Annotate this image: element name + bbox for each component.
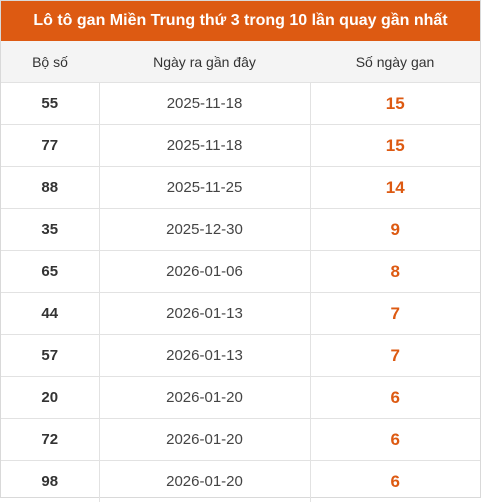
cell-date: 2026-01-06 bbox=[99, 251, 310, 293]
cell-date: 2025-11-18 bbox=[99, 83, 310, 125]
cell-days: 7 bbox=[310, 293, 480, 335]
cell-days: 6 bbox=[310, 377, 480, 419]
table-row: 35 2025-12-30 9 bbox=[1, 209, 480, 251]
cell-days: 14 bbox=[310, 167, 480, 209]
table-row: 72 2026-01-20 6 bbox=[1, 419, 480, 461]
cell-days: 15 bbox=[310, 125, 480, 167]
table-row: 20 2026-01-20 6 bbox=[1, 377, 480, 419]
cell-number: 88 bbox=[1, 167, 99, 209]
lotto-gan-table: Bộ số Ngày ra gần đây Số ngày gan 55 202… bbox=[1, 41, 480, 502]
cell-date: 2026-01-20 bbox=[99, 461, 310, 502]
table-row: 88 2025-11-25 14 bbox=[1, 167, 480, 209]
cell-date: 2025-12-30 bbox=[99, 209, 310, 251]
cell-number: 57 bbox=[1, 335, 99, 377]
cell-date: 2025-11-18 bbox=[99, 125, 310, 167]
header-days: Số ngày gan bbox=[310, 41, 480, 83]
cell-date: 2025-11-25 bbox=[99, 167, 310, 209]
table-row: 65 2026-01-06 8 bbox=[1, 251, 480, 293]
cell-number: 35 bbox=[1, 209, 99, 251]
cell-date: 2026-01-13 bbox=[99, 335, 310, 377]
cell-number: 55 bbox=[1, 83, 99, 125]
cell-days: 6 bbox=[310, 419, 480, 461]
cell-number: 77 bbox=[1, 125, 99, 167]
table-row: 55 2025-11-18 15 bbox=[1, 83, 480, 125]
cell-number: 44 bbox=[1, 293, 99, 335]
header-date: Ngày ra gần đây bbox=[99, 41, 310, 83]
cell-number: 72 bbox=[1, 419, 99, 461]
header-number: Bộ số bbox=[1, 41, 99, 83]
cell-date: 2026-01-20 bbox=[99, 377, 310, 419]
cell-number: 20 bbox=[1, 377, 99, 419]
cell-number: 65 bbox=[1, 251, 99, 293]
table-row: 98 2026-01-20 6 bbox=[1, 461, 480, 502]
cell-days: 7 bbox=[310, 335, 480, 377]
table-header-row: Bộ số Ngày ra gần đây Số ngày gan bbox=[1, 41, 480, 83]
table-row: 77 2025-11-18 15 bbox=[1, 125, 480, 167]
cell-days: 6 bbox=[310, 461, 480, 502]
table-row: 57 2026-01-13 7 bbox=[1, 335, 480, 377]
cell-days: 15 bbox=[310, 83, 480, 125]
cell-number: 98 bbox=[1, 461, 99, 502]
table-row: 44 2026-01-13 7 bbox=[1, 293, 480, 335]
cell-date: 2026-01-13 bbox=[99, 293, 310, 335]
cell-days: 9 bbox=[310, 209, 480, 251]
cell-days: 8 bbox=[310, 251, 480, 293]
table-title: Lô tô gan Miền Trung thứ 3 trong 10 lần … bbox=[1, 1, 480, 41]
cell-date: 2026-01-20 bbox=[99, 419, 310, 461]
